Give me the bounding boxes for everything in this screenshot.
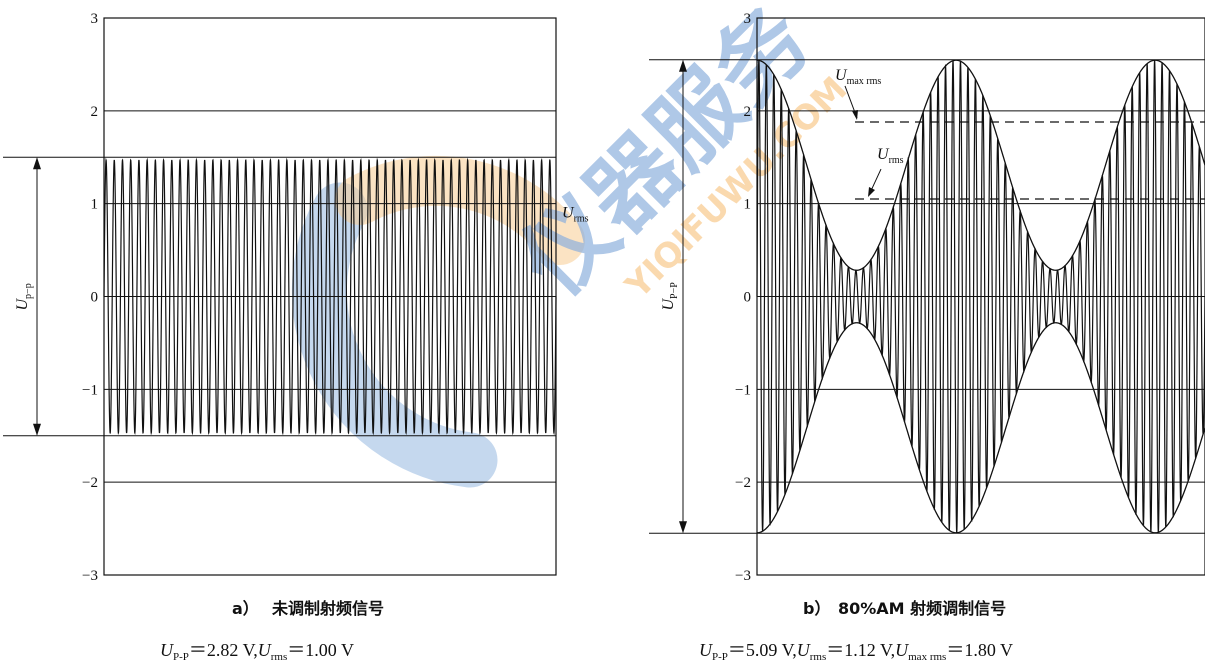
y-tick-label: 1: [91, 197, 99, 213]
urms-label: Urms: [562, 205, 589, 225]
y-tick-label: 0: [91, 290, 99, 306]
y-tick-label: −1: [735, 382, 751, 398]
y-tick-label: −3: [82, 568, 98, 584]
formula-value: ＝1.12 V,: [826, 640, 895, 660]
y-tick-label: 3: [91, 11, 99, 27]
formula-value: ＝5.09 V,: [728, 640, 797, 660]
formula-subscript: max rms: [908, 651, 946, 663]
formula-subscript: P-P: [173, 651, 189, 663]
upp-label: Up−p: [14, 283, 34, 310]
y-tick-label: 1: [744, 197, 752, 213]
upp-label-sub: p−p: [23, 283, 34, 299]
signal-waveform: [756, 60, 1205, 533]
urms-label-sub: rms: [574, 214, 589, 225]
umaxrms-label-sub: max rms: [847, 76, 882, 87]
formula-value: ＝1.80 V: [946, 640, 1013, 660]
y-tick-label: −1: [82, 382, 98, 398]
upp-label-sub: P−P: [669, 282, 680, 299]
urms-label-main: U: [562, 205, 575, 222]
formula-symbol: U: [160, 640, 174, 660]
caption-b-label: b）: [803, 599, 830, 618]
caption-b-formula: UP-P＝5.09 V,Urms＝1.12 V,Umax rms＝1.80 V: [699, 640, 1013, 663]
upp-arrow-head-top: [679, 59, 687, 72]
formula-subscript: rms: [271, 651, 288, 663]
formula-subscript: P-P: [712, 651, 728, 663]
upp-label-main: U: [660, 298, 677, 311]
urms-label: Urms: [877, 146, 904, 166]
umaxrms-pointer-head: [852, 109, 858, 120]
upp-arrow-head-bottom: [33, 423, 41, 436]
upp-label-main: U: [14, 298, 31, 311]
urms-label-sub: rms: [889, 155, 904, 166]
urms-pointer-head: [868, 187, 875, 198]
formula-value: ＝2.82 V,: [189, 640, 258, 660]
formula-symbol: U: [895, 640, 909, 660]
umaxrms-label-main: U: [835, 67, 848, 84]
y-tick-label: 0: [744, 290, 752, 306]
caption-a-title: 未调制射频信号: [271, 599, 384, 618]
y-tick-label: −2: [735, 475, 751, 491]
caption-b-title: 80%AM 射频调制信号: [838, 599, 1006, 618]
formula-symbol: U: [258, 640, 272, 660]
formula-subscript: rms: [810, 651, 827, 663]
envelope-lower: [756, 322, 1205, 534]
upp-arrow-head-bottom: [679, 521, 687, 534]
formula-symbol: U: [699, 640, 713, 660]
upp-arrow-head-top: [33, 157, 41, 170]
y-tick-label: −3: [735, 568, 751, 584]
envelope-upper: [756, 59, 1205, 271]
formula-value: ＝1.00 V: [287, 640, 354, 660]
umaxrms-label: Umax rms: [835, 67, 881, 87]
formula-symbol: U: [797, 640, 811, 660]
y-tick-label: 2: [91, 104, 99, 120]
signal-waveform: [103, 157, 557, 436]
caption-b: b） 80%AM 射频调制信号 UP-P＝5.09 V,Urms＝1.12 V,…: [699, 599, 1013, 663]
y-tick-label: 3: [744, 11, 752, 27]
upp-label: UP−P: [660, 282, 680, 311]
y-tick-label: 2: [744, 104, 752, 120]
y-tick-label: −2: [82, 475, 98, 491]
caption-a-label: a）: [232, 599, 259, 618]
urms-label-main: U: [877, 146, 890, 163]
caption-a-formula: UP-P＝2.82 V,Urms＝1.00 V: [160, 640, 354, 663]
caption-a: a） 未调制射频信号 UP-P＝2.82 V,Urms＝1.00 V: [160, 599, 384, 663]
